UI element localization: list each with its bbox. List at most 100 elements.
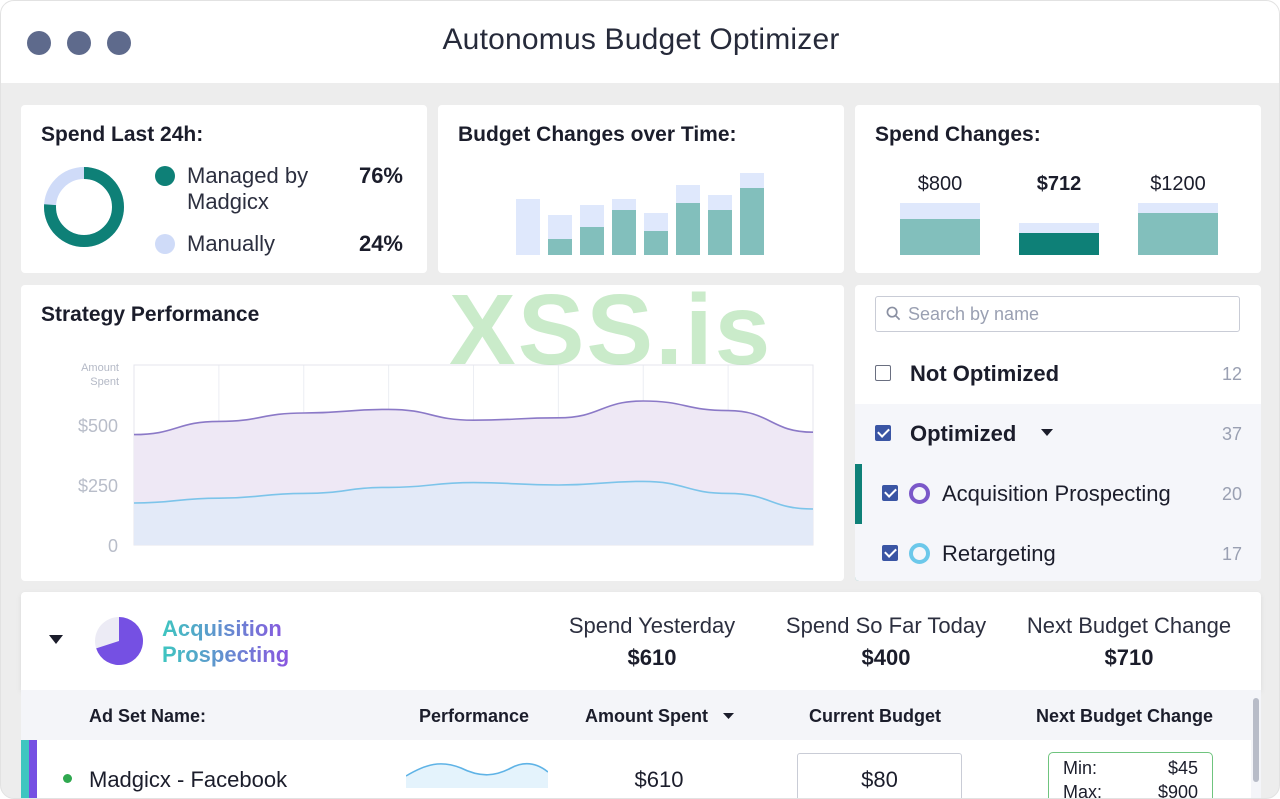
budget-bar-before-1 <box>516 199 540 255</box>
window-minimize-button[interactable] <box>67 31 91 55</box>
budget-changes-title: Budget Changes over Time: <box>458 123 737 146</box>
stat-next-budget-change-value: $710 <box>1104 645 1154 670</box>
min-label: Min: <box>1063 758 1098 778</box>
y-axis-title: Amount <box>81 362 119 374</box>
budget-bar-after-3 <box>580 227 604 255</box>
status-active-dot <box>63 774 72 783</box>
window-maximize-button[interactable] <box>107 31 131 55</box>
filter-row-retargeting[interactable]: Retargeting 17 <box>855 524 1261 581</box>
header-performance[interactable]: Performance <box>419 706 530 726</box>
budget-bar-after-7 <box>708 210 732 255</box>
current-budget-input[interactable]: $80 <box>797 753 962 798</box>
strategy-name-line1: Acquisition <box>162 616 282 641</box>
max-value: $900 <box>1157 782 1198 799</box>
strategy-performance-title: Strategy Performance <box>41 303 260 326</box>
retargeting-checkbox[interactable] <box>882 545 898 561</box>
max-label: Max: <box>1063 782 1103 799</box>
legend-manual-label: Manually <box>187 231 276 256</box>
header-current-budget[interactable]: Current Budget <box>809 706 941 726</box>
title-bar: Autonomus Budget Optimizer <box>1 1 1279 83</box>
spend-change-label-1: $800 <box>917 173 963 195</box>
filter-row-not-optimized[interactable]: Not Optimized 12 <box>855 344 1261 404</box>
vertical-scrollbar[interactable] <box>1253 698 1259 782</box>
line-acquisition <box>133 400 814 436</box>
area-retargeting <box>134 481 813 545</box>
strategy-performance-card: Strategy Performance Amount $500 $250 0 Spe… <box>21 285 844 581</box>
manual-dot-icon <box>155 234 175 254</box>
next-budget-range-box[interactable]: Min: $45 Max: $900 <box>1048 752 1213 799</box>
strategy-performance-chart: Amount $500 $250 0 Spent <box>78 362 814 556</box>
performance-sparkline <box>406 762 548 788</box>
filter-row-optimized[interactable]: Optimized 37 <box>855 404 1261 464</box>
budget-bar-after-2 <box>548 239 572 255</box>
donut-managed-segment <box>44 167 124 247</box>
caret-down-icon[interactable] <box>1041 429 1053 437</box>
header-amount-spent[interactable]: Amount Spent <box>585 706 708 726</box>
window-close-button[interactable] <box>27 31 51 55</box>
spend-change-bar-2-top <box>1019 223 1099 233</box>
stat-spend-today-value: $400 <box>861 645 911 670</box>
y-axis-title-line2: Spent <box>90 376 119 388</box>
sort-caret-icon[interactable] <box>723 713 734 720</box>
acquisition-count: 20 <box>1221 484 1242 504</box>
not-optimized-checkbox[interactable] <box>875 365 891 381</box>
stat-next-budget-change-label: Next Budget Change <box>1026 613 1232 638</box>
y-tick-label: 0 <box>108 536 118 556</box>
optimized-label: Optimized <box>910 421 1017 446</box>
strategy-name-line2: Prospecting <box>162 642 290 667</box>
stat-spend-yesterday-value: $610 <box>627 645 677 670</box>
spend-change-label-2: $712 <box>1036 173 1082 195</box>
legend-managed-pct: 76% <box>358 163 403 188</box>
collapse-caret-icon[interactable] <box>49 635 63 645</box>
budget-bar-after-5 <box>644 231 668 255</box>
stat-next-budget-change: Next Budget Change $710 <box>1014 613 1244 671</box>
spend-change-bar-1 <box>900 219 980 255</box>
stat-spend-yesterday: Spend Yesterday $610 <box>537 613 767 671</box>
legend-manual-pct: 24% <box>358 231 403 256</box>
spend-changes-title: Spend Changes: <box>875 123 1041 146</box>
spend-donut-chart <box>44 167 124 247</box>
budget-bar-after-6 <box>676 203 700 255</box>
adset-name[interactable]: Madgicx - Facebook <box>89 767 288 792</box>
acquisition-checkbox[interactable] <box>882 485 898 501</box>
budget-bar-after-4 <box>612 210 636 255</box>
header-next-budget-change[interactable]: Next Budget Change <box>1036 706 1214 726</box>
spend-change-bar-3-top <box>1138 203 1218 213</box>
stat-spend-today-label: Spend So Far Today <box>785 613 987 638</box>
spend-24h-title: Spend Last 24h: <box>41 123 204 146</box>
sparkline-line <box>406 762 548 777</box>
strategy-detail-header: Acquisition Prospecting Spend Yesterday … <box>21 592 1261 690</box>
budget-changes-chart <box>516 173 764 255</box>
not-optimized-label: Not Optimized <box>910 361 1060 386</box>
spend-24h-card: Spend Last 24h: Managed by Madgicx 76% M… <box>21 105 427 273</box>
retargeting-count: 17 <box>1221 544 1242 564</box>
header-adset-name[interactable]: Ad Set Name: <box>89 706 207 726</box>
not-optimized-count: 12 <box>1221 364 1242 384</box>
strategy-pie-icon <box>95 617 143 665</box>
active-group-indicator <box>855 464 862 581</box>
retargeting-label: Retargeting <box>942 541 1056 566</box>
search-input[interactable]: Search by name <box>875 296 1240 332</box>
optimized-count: 37 <box>1221 424 1242 444</box>
table-row[interactable]: Madgicx - Facebook $610 $80 Min: $45 Max… <box>21 740 1251 799</box>
line-retargeting <box>133 480 814 510</box>
spend-change-bar-3 <box>1138 213 1218 255</box>
sparkline-fill <box>406 763 548 788</box>
y-tick-label: $250 <box>78 476 118 496</box>
legend-manual: Manually <box>155 231 275 257</box>
filter-row-acquisition[interactable]: Acquisition Prospecting 20 <box>855 464 1261 581</box>
strategy-name: Acquisition Prospecting <box>162 616 289 668</box>
spend-change-bar-1-top <box>900 203 980 219</box>
row-accent-teal <box>21 740 29 798</box>
optimized-checkbox[interactable] <box>875 425 891 441</box>
spend-change-label-3: $1200 <box>1150 173 1206 195</box>
amount-spent-value: $610 <box>634 767 684 792</box>
search-icon <box>886 306 901 321</box>
filter-panel: Search by name Not Optimized 12 Optimize… <box>855 285 1261 581</box>
retargeting-ring-icon <box>909 543 930 564</box>
acquisition-ring-icon <box>909 483 930 504</box>
budget-changes-card: Budget Changes over Time: <box>438 105 844 273</box>
spend-change-bar-2 <box>1019 233 1099 255</box>
row-accent-purple <box>29 740 37 798</box>
